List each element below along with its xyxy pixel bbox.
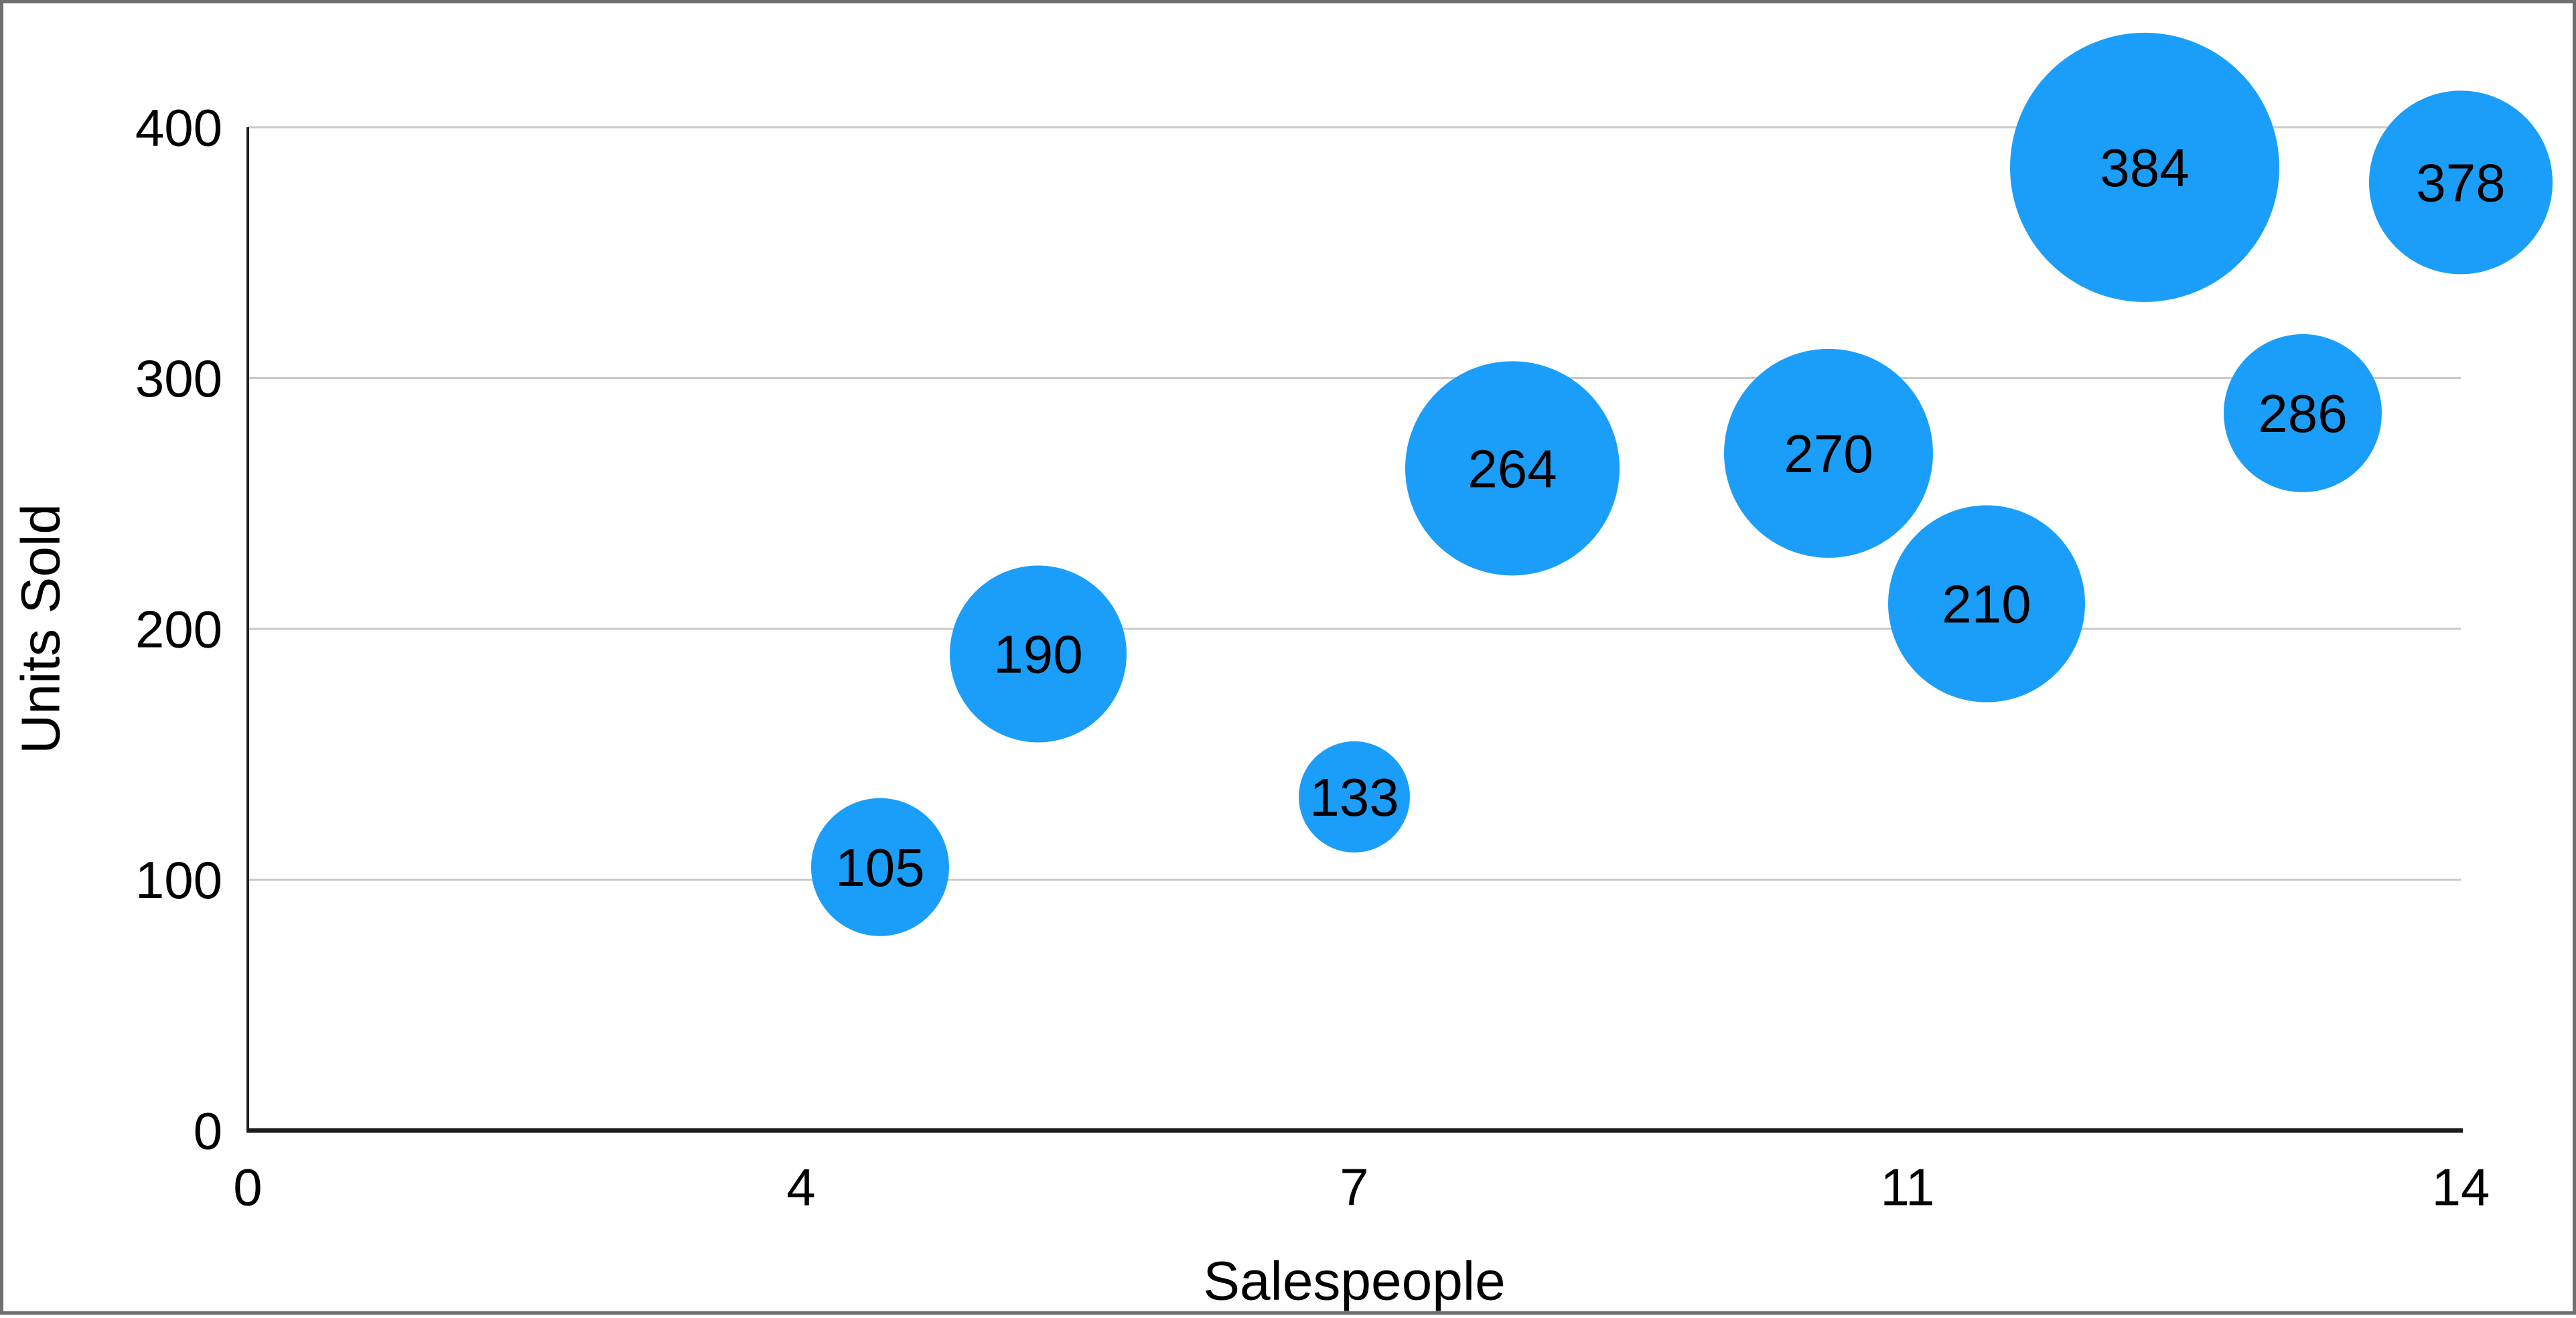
x-tick-label: 0 (233, 1157, 262, 1216)
bubble (2010, 32, 2279, 302)
bubble (1724, 348, 1933, 558)
bubble (950, 565, 1127, 743)
y-tick-label: 300 (135, 349, 222, 408)
bubble (1405, 361, 1620, 576)
bubble (811, 798, 949, 936)
y-tick-label: 0 (194, 1101, 222, 1160)
x-axis-title: Salespeople (1203, 1251, 1505, 1312)
y-ticks-group: 0 100 200 300 400 (135, 98, 222, 1160)
bubble-value-label: 210 (1942, 575, 2031, 634)
bubble-value-label: 286 (2258, 384, 2347, 443)
bubble (1299, 741, 1410, 853)
bubble (2224, 334, 2382, 492)
bubble-value-label: 264 (1468, 439, 1557, 498)
bubble (2369, 90, 2553, 275)
bubble-value-label: 384 (2100, 138, 2189, 198)
x-ticks-group: 0 4 7 11 14 (233, 1157, 2490, 1216)
bubble-value-label: 105 (835, 838, 924, 897)
x-tick-label: 7 (1340, 1157, 1368, 1216)
bubble-value-label: 133 (1309, 767, 1399, 827)
y-tick-label: 200 (135, 599, 222, 658)
x-tick-label: 4 (786, 1157, 815, 1216)
y-axis-title: Units Sold (11, 504, 72, 754)
y-tick-label: 400 (135, 98, 222, 157)
gridlines-group (248, 126, 2461, 881)
x-tick-label: 11 (1881, 1157, 1935, 1216)
bubble-value-label: 378 (2416, 153, 2505, 212)
bubble (1888, 505, 2085, 703)
x-tick-label: 14 (2432, 1157, 2490, 1216)
bubbles-group: 105 190 133 264 270 210 384 286 378 (811, 32, 2553, 936)
y-tick-label: 100 (135, 851, 222, 909)
bubble-value-label: 270 (1784, 424, 1873, 484)
bubble-value-label: 190 (993, 624, 1082, 684)
